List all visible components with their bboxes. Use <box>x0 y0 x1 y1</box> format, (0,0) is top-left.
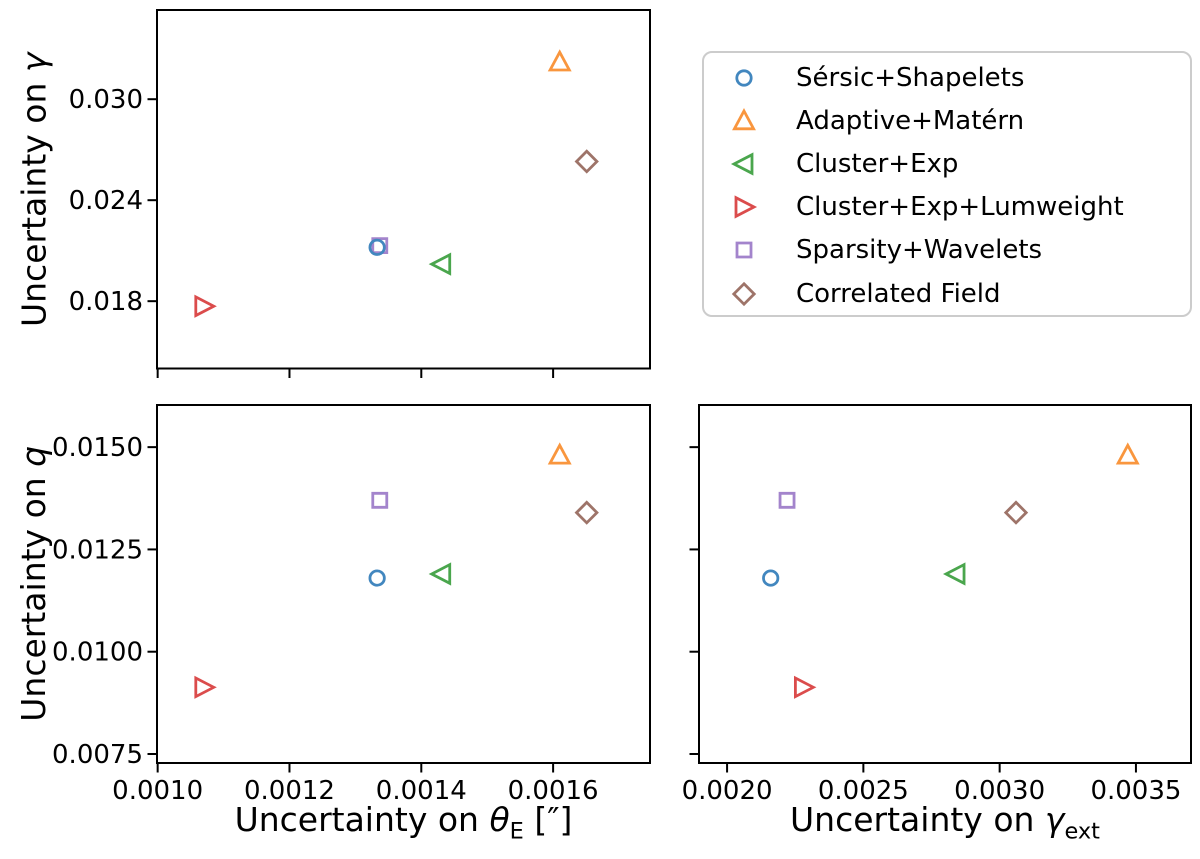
triangle-right-marker-icon <box>194 675 217 699</box>
xlabel-gammaext: Uncertainty on γext <box>790 800 1100 845</box>
legend-label: Cluster+Exp <box>796 148 959 179</box>
triangle-right-marker-icon <box>734 195 758 219</box>
triangle-left-marker-icon <box>728 148 760 180</box>
square-marker-icon <box>778 491 796 509</box>
legend: Sérsic+Shapelets Adaptive+Matérn Cluster… <box>702 51 1192 317</box>
triangle-right-marker-icon <box>793 675 817 699</box>
triangle-left-marker-icon <box>428 562 452 586</box>
y-tick-label: 0.030 <box>69 85 143 115</box>
ylabel-q: Uncertainty on q <box>14 446 54 722</box>
legend-label: Cluster+Exp+Lumweight <box>796 192 1124 223</box>
y-tick-label: 0.0150 <box>52 433 143 463</box>
ylabel-gamma-wrap: Uncertainty on γ <box>12 40 56 340</box>
x-tick-label: 0.0010 <box>112 776 203 806</box>
diamond-marker-icon <box>574 500 599 525</box>
legend-label: Sparsity+Wavelets <box>796 235 1043 266</box>
legend-item-cluster-exp: Cluster+Exp <box>728 142 1190 185</box>
triangle-right-marker-icon <box>728 191 760 223</box>
square-marker-icon <box>735 241 753 259</box>
axes-spines <box>156 9 651 370</box>
triangle-up-marker-icon <box>547 442 572 465</box>
triangle-up-marker-icon <box>728 105 760 137</box>
triangle-left-marker-icon <box>428 252 452 276</box>
circle-marker-icon <box>735 68 753 87</box>
legend-item-correlated-field: Correlated Field <box>728 272 1190 315</box>
legend-label: Correlated Field <box>796 278 1001 309</box>
x-tick-label: 0.0016 <box>508 776 599 806</box>
legend-label: Adaptive+Matérn <box>796 105 1025 136</box>
triangle-left-marker-icon <box>730 152 754 176</box>
circle-marker-icon <box>762 569 780 587</box>
y-tick-label: 0.0100 <box>52 638 143 668</box>
ylabel-gamma: Uncertainty on γ <box>14 52 54 328</box>
y-tick-label: 0.0075 <box>52 740 143 770</box>
legend-item-adaptive-matern: Adaptive+Matérn <box>728 99 1190 142</box>
diamond-marker-icon <box>574 149 599 174</box>
square-marker-icon <box>728 234 760 266</box>
x-tick-label: 0.0035 <box>1090 776 1181 806</box>
x-tick-label: 0.0012 <box>244 776 335 806</box>
axes-spines <box>698 404 1192 764</box>
circle-marker-icon <box>368 569 386 587</box>
ylabel-q-wrap: Uncertainty on q <box>12 434 56 734</box>
x-tick-label: 0.0020 <box>682 776 773 806</box>
legend-item-cluster-exp-lumweight: Cluster+Exp+Lumweight <box>728 186 1190 229</box>
diamond-marker-icon <box>728 278 760 310</box>
legend-label: Sérsic+Shapelets <box>796 62 1025 93</box>
square-marker-icon <box>371 237 389 255</box>
square-marker-icon <box>371 491 389 509</box>
triangle-up-marker-icon <box>547 49 572 72</box>
triangle-right-marker-icon <box>194 294 217 318</box>
circle-marker-icon <box>368 238 386 256</box>
diamond-marker-icon <box>1003 500 1029 525</box>
axes-spines <box>156 404 651 764</box>
y-tick-label: 0.018 <box>69 287 143 317</box>
x-tick-label: 0.0030 <box>954 776 1045 806</box>
y-tick-label: 0.0125 <box>52 535 143 565</box>
legend-item-sparsity-wavelets: Sparsity+Wavelets <box>728 229 1190 272</box>
triangle-up-marker-icon <box>732 107 756 130</box>
circle-marker-icon <box>728 62 760 94</box>
x-tick-label: 0.0014 <box>376 776 467 806</box>
legend-item-sersic-shapelets: Sérsic+Shapelets <box>728 56 1190 99</box>
diamond-marker-icon <box>731 281 757 306</box>
triangle-left-marker-icon <box>942 562 966 586</box>
y-tick-label: 0.024 <box>69 186 143 216</box>
triangle-up-marker-icon <box>1115 442 1140 465</box>
x-tick-label: 0.0025 <box>818 776 909 806</box>
xlabel-thetaE: Uncertainty on θE [″] <box>234 800 573 845</box>
